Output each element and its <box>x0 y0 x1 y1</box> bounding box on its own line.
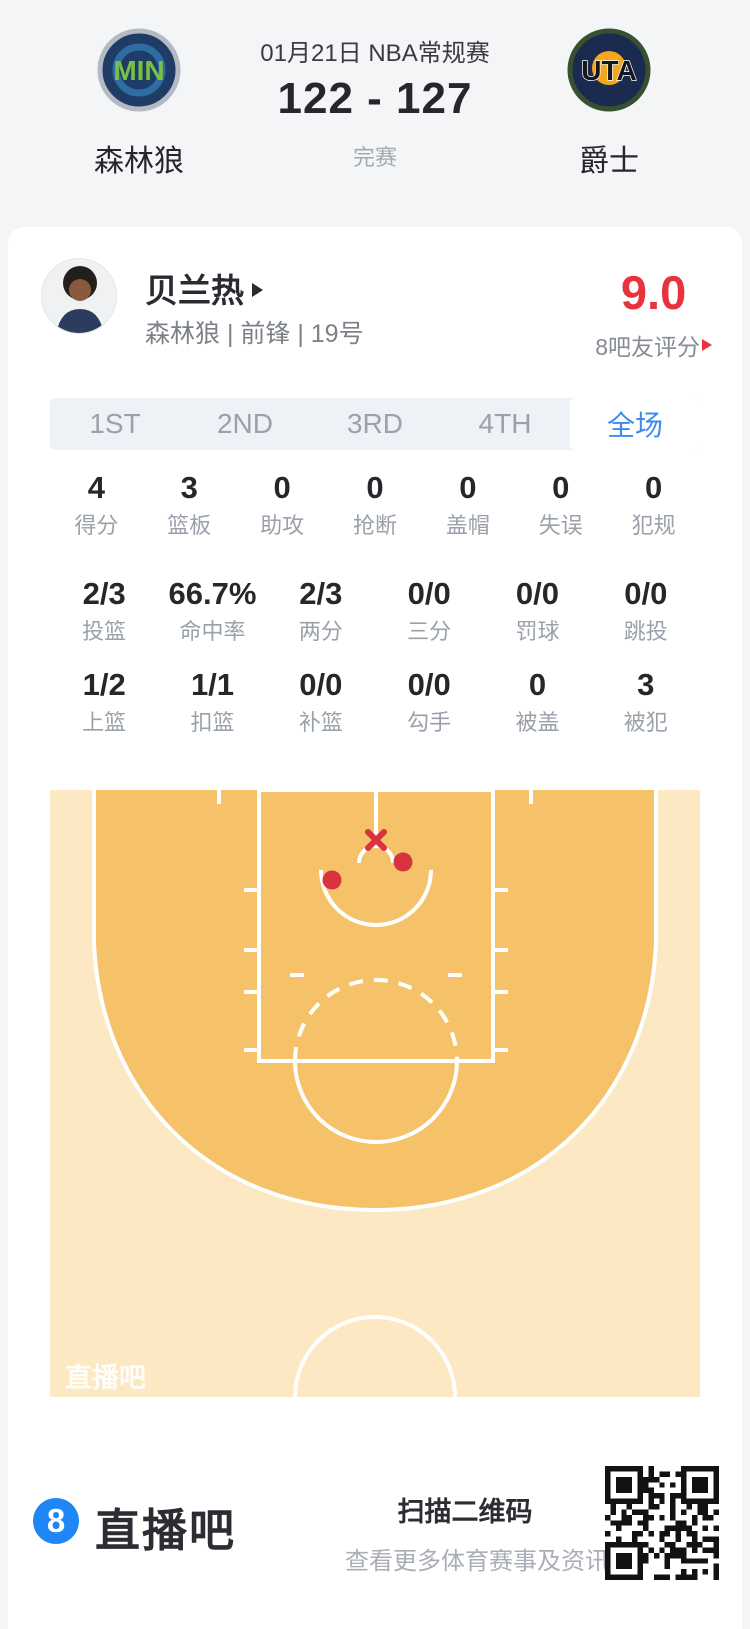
away-team-name: 爵士 <box>579 145 639 178</box>
player-rating-value: 9.0 <box>620 266 687 319</box>
away-team-logo-icon: UTA <box>567 28 651 112</box>
player-name-row[interactable]: 贝兰热 <box>145 264 263 312</box>
footer-scan-block: 扫描二维码 查看更多体育赛事及资讯 <box>345 1490 609 1576</box>
stat-points: 4 得分 <box>74 470 119 538</box>
tab-2nd[interactable]: 2ND <box>216 408 273 439</box>
stat-dunk: 1/1 扣篮 <box>190 667 235 735</box>
lane-hash-marks <box>244 888 508 1052</box>
zhibo8-logo-icon: 8 <box>33 1498 79 1544</box>
stats-row-basic: 4 得分 3 篮板 0 助攻 0 抢断 0 盖帽 0 失误 0 犯规 <box>50 470 700 540</box>
player-rating-label: 8吧友评分 <box>595 334 700 360</box>
player-rating-box[interactable]: 9.0 8吧友评分 <box>595 268 712 362</box>
qr-code <box>605 1466 719 1580</box>
stat-jumpshot: 0/0 跳投 <box>623 576 668 644</box>
shot-markers <box>322 829 413 890</box>
home-team-logo-icon: MIN <box>97 28 181 112</box>
court-inside-three-area <box>94 790 656 1210</box>
three-point-line <box>92 790 658 1213</box>
stats-row-shooting: 2/3 投篮 66.7% 命中率 2/3 两分 0/0 三分 0/0 罚球 0/0 跳投 <box>50 576 700 646</box>
stat-blocked: 0 被盖 <box>515 667 560 735</box>
player-name: 贝兰热 <box>145 272 244 309</box>
restricted-area-arc <box>319 869 433 927</box>
tab-3rd[interactable]: 3RD <box>346 408 403 439</box>
rating-arrow-icon <box>702 339 712 351</box>
footer-brand: 直播吧 <box>95 1505 237 1556</box>
stat-fouls: 0 犯规 <box>631 470 676 538</box>
scan-title: 扫描二维码 <box>397 1497 533 1527</box>
free-throw-circle-dashed <box>293 978 459 1062</box>
shot-make-icon <box>322 870 342 890</box>
scan-subtitle: 查看更多体育赛事及资讯 <box>345 1548 609 1575</box>
stats-row-shot-types: 1/2 上篮 1/1 扣篮 0/0 补篮 0/0 勾手 0 被盖 3 被犯 <box>50 667 700 737</box>
svg-text:UTA: UTA <box>581 55 636 86</box>
svg-text:MIN: MIN <box>113 55 164 86</box>
stat-blocks: 0 盖帽 <box>445 470 490 538</box>
shot-chart-court: 直播吧 <box>50 788 700 1398</box>
center-circle-arc <box>293 1315 457 1398</box>
stat-putback: 0/0 补篮 <box>298 667 343 735</box>
free-throw-circle-solid <box>293 1060 459 1144</box>
player-avatar <box>41 258 117 334</box>
stat-steals: 0 抢断 <box>353 470 398 538</box>
player-expand-arrow-icon <box>252 282 263 297</box>
stat-hook: 0/0 勾手 <box>407 667 452 735</box>
tab-full-game[interactable]: 全场 <box>570 398 700 450</box>
shot-make-icon <box>393 852 413 872</box>
stat-fouled: 3 被犯 <box>623 667 668 735</box>
stat-layup: 1/2 上篮 <box>82 667 127 735</box>
home-team-name: 森林狼 <box>94 145 184 178</box>
tab-1st[interactable]: 1ST <box>89 408 141 439</box>
match-date: 01月21日 NBA常规赛 <box>260 40 490 67</box>
player-meta: 森林狼 | 前锋 | 19号 <box>145 320 364 348</box>
stat-fg-pct: 66.7% 命中率 <box>168 576 257 644</box>
shot-miss-icon <box>365 829 387 851</box>
period-tab-bar: 1ST 2ND 3RD 4TH 全场 <box>50 398 700 450</box>
stat-turnovers: 0 失误 <box>538 470 583 538</box>
stat-ft: 0/0 罚球 <box>515 576 560 644</box>
tab-4th[interactable]: 4TH <box>478 408 532 439</box>
match-status: 完赛 <box>352 145 397 170</box>
stat-3pt: 0/0 三分 <box>407 576 452 644</box>
stat-2pt: 2/3 两分 <box>298 576 343 644</box>
rim-arc <box>357 844 395 864</box>
stat-fg: 2/3 投篮 <box>82 576 127 644</box>
court-watermark: 直播吧 <box>65 1363 146 1393</box>
stat-assists: 0 助攻 <box>260 470 305 538</box>
stat-rebounds: 3 篮板 <box>167 470 212 538</box>
match-score: 122 - 127 <box>277 74 473 123</box>
